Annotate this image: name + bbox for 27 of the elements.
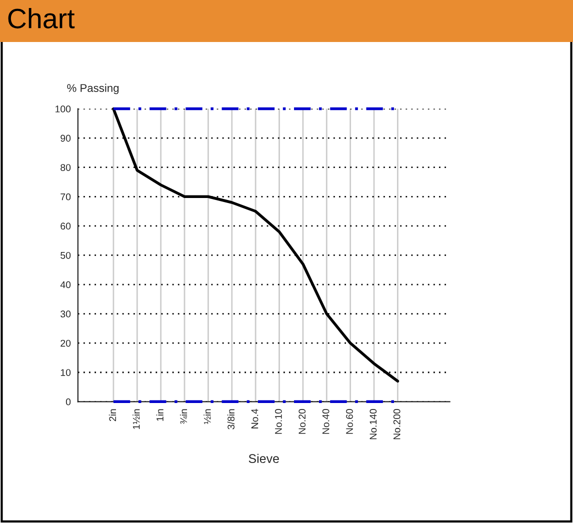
x-tick-label: 2in xyxy=(108,409,116,422)
y-axis-title: % Passing xyxy=(67,84,119,94)
x-tick-label: No.60 xyxy=(346,408,353,434)
x-tick-label: 1in xyxy=(156,409,164,421)
x-tick-label: No.40 xyxy=(322,408,330,434)
x-tick-label: No.4 xyxy=(251,408,258,428)
y-tick-label: 70 xyxy=(60,193,71,200)
y-tick-label: 10 xyxy=(60,369,71,376)
x-tick-label: No.140 xyxy=(370,408,377,440)
y-tick-label: 40 xyxy=(60,281,71,288)
y-tick-label: 0 xyxy=(66,398,71,406)
x-tick-label: No.10 xyxy=(274,408,282,434)
y-tick-label: 100 xyxy=(56,106,71,112)
y-tick-label: 60 xyxy=(60,222,71,230)
x-tick-label: ½in xyxy=(204,409,211,424)
y-tick-label: 20 xyxy=(60,340,71,347)
y-tick-label: 90 xyxy=(60,134,71,142)
y-tick-label: 50 xyxy=(60,252,71,259)
x-tick-label: ¾in xyxy=(180,409,188,424)
chart-title: Chart xyxy=(8,8,75,28)
y-tick-label: 30 xyxy=(60,310,71,318)
x-tick-label: No.20 xyxy=(298,408,306,434)
x-axis-title: Sieve xyxy=(248,454,279,464)
x-tick-label: No.200 xyxy=(393,408,400,440)
y-tick-label: 80 xyxy=(60,164,71,171)
x-tick-label: 3/8in xyxy=(227,409,234,430)
x-tick-label: 1½in xyxy=(132,409,140,429)
